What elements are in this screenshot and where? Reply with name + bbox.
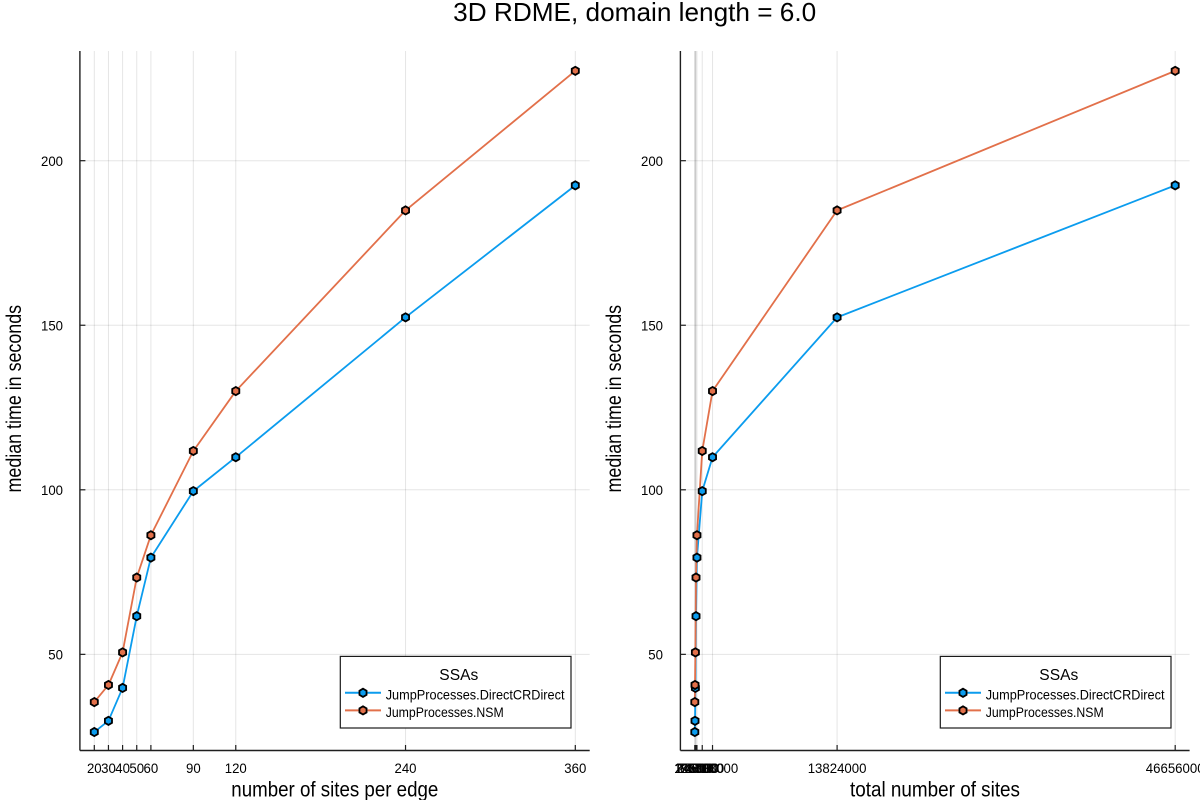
svg-text:JumpProcesses.DirectCRDirect: JumpProcesses.DirectCRDirect (386, 686, 565, 702)
svg-text:125000: 125000 (674, 760, 718, 776)
svg-text:JumpProcesses.DirectCRDirect: JumpProcesses.DirectCRDirect (986, 686, 1165, 702)
svg-text:SSAs: SSAs (1039, 667, 1078, 684)
svg-text:729000: 729000 (680, 760, 724, 776)
svg-text:100: 100 (41, 482, 63, 498)
svg-text:40: 40 (115, 760, 130, 776)
svg-text:27000: 27000 (677, 760, 714, 776)
svg-text:64000: 64000 (677, 760, 714, 776)
svg-text:SSAs: SSAs (439, 667, 478, 684)
svg-text:90: 90 (186, 760, 201, 776)
svg-text:240: 240 (395, 760, 417, 776)
svg-text:number of sites per edge: number of sites per edge (231, 779, 438, 800)
svg-text:46656000: 46656000 (1146, 760, 1200, 776)
svg-text:30: 30 (101, 760, 116, 776)
svg-text:20: 20 (87, 760, 102, 776)
svg-text:360: 360 (564, 760, 586, 776)
svg-text:median time in seconds: median time in seconds (603, 305, 626, 493)
svg-text:13824000: 13824000 (808, 760, 867, 776)
svg-text:216000: 216000 (675, 760, 719, 776)
svg-text:1728000: 1728000 (687, 760, 739, 776)
svg-text:total number of sites: total number of sites (850, 779, 1020, 800)
svg-text:50: 50 (129, 760, 144, 776)
svg-text:150: 150 (641, 317, 663, 333)
svg-text:150: 150 (41, 317, 63, 333)
svg-text:8000: 8000 (680, 760, 710, 776)
svg-text:JumpProcesses.NSM: JumpProcesses.NSM (386, 704, 504, 720)
svg-text:median time in seconds: median time in seconds (3, 305, 26, 493)
svg-text:50: 50 (48, 646, 63, 662)
svg-text:60: 60 (144, 760, 159, 776)
svg-text:200: 200 (641, 153, 663, 169)
svg-text:200: 200 (41, 153, 63, 169)
svg-text:JumpProcesses.NSM: JumpProcesses.NSM (986, 704, 1104, 720)
svg-text:3D RDME, domain length = 6.0: 3D RDME, domain length = 6.0 (453, 0, 816, 27)
svg-text:100: 100 (641, 482, 663, 498)
svg-text:120: 120 (225, 760, 247, 776)
svg-text:50: 50 (648, 646, 663, 662)
